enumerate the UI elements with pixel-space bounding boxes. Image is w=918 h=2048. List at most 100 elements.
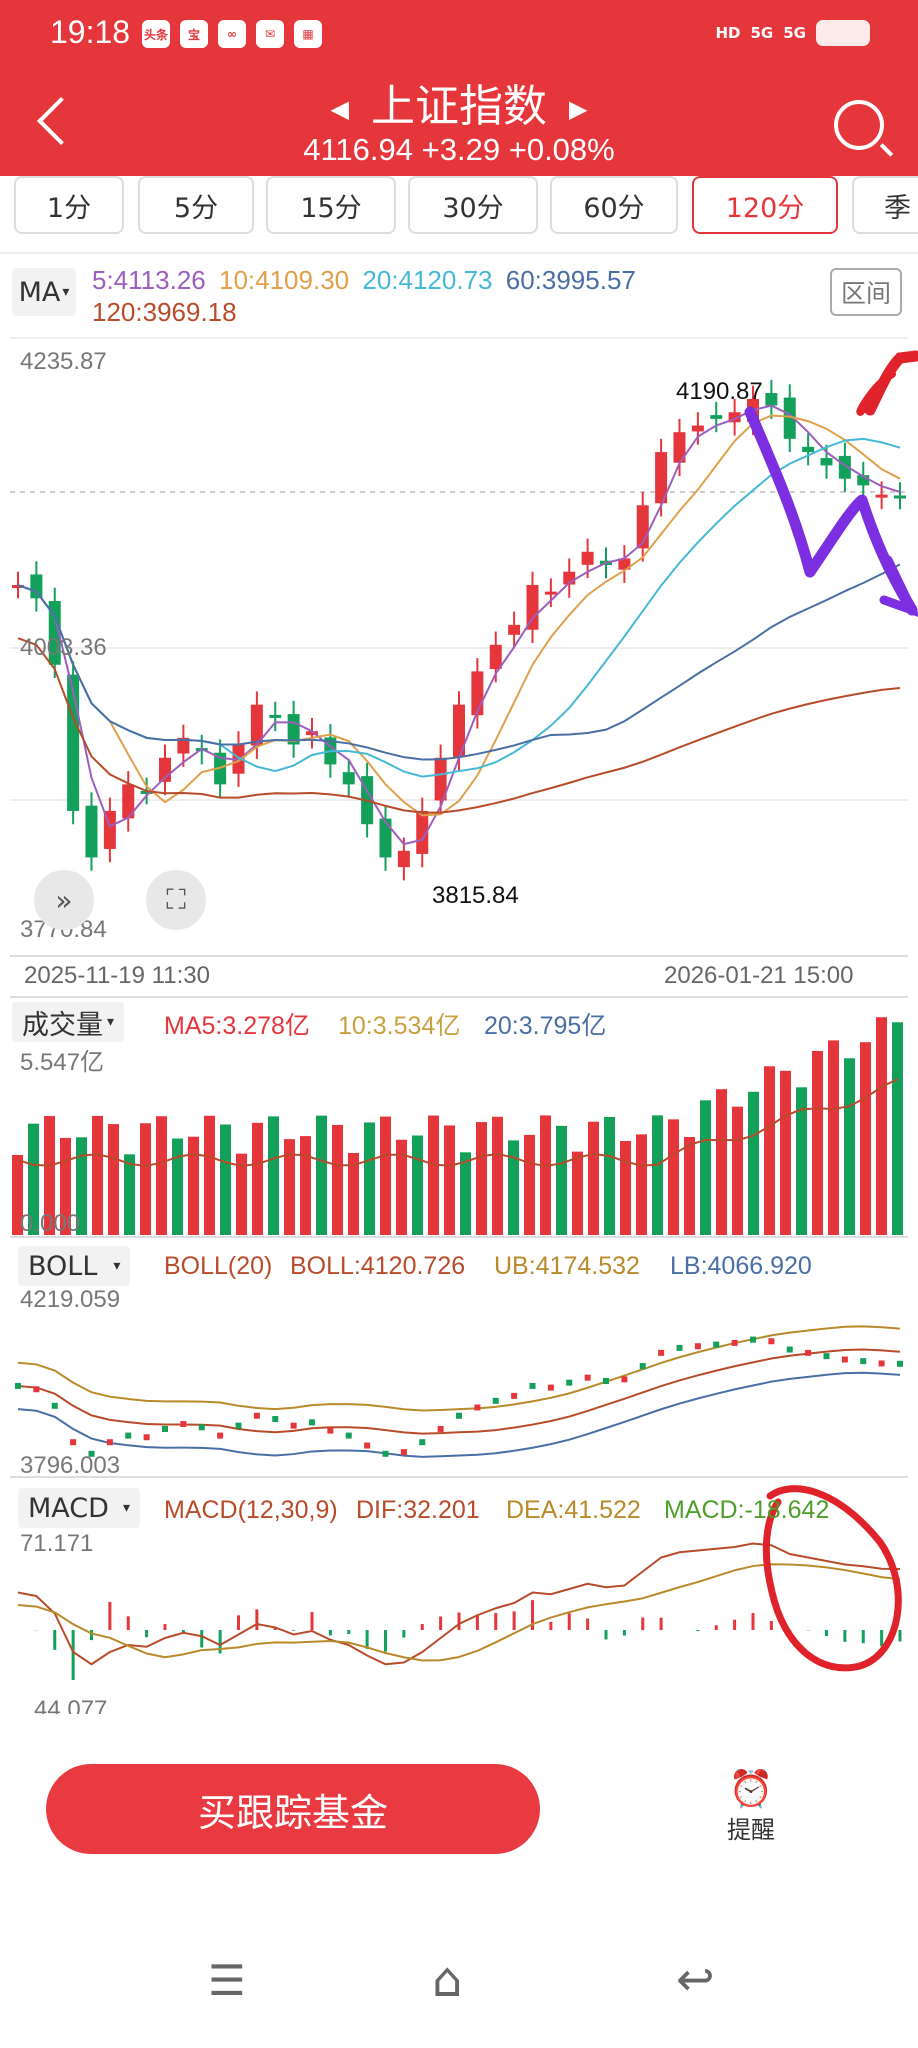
macd-selector-label: MACD [28, 1492, 109, 1524]
tab-30min[interactable]: 30分 [408, 176, 538, 234]
vol-zero: 0.000 [20, 1210, 81, 1237]
volume-bar [300, 1136, 311, 1235]
volume-bar [460, 1152, 471, 1235]
macd-value: MACD:-18.642 [664, 1496, 830, 1524]
kline-chart-area[interactable] [0, 330, 918, 1690]
boll-candle [621, 1376, 628, 1383]
volume-bar [236, 1153, 247, 1235]
remind-label: 提醒 [727, 1816, 775, 1844]
tab-15min[interactable]: 15分 [266, 176, 396, 234]
remind-button[interactable]: ⏰ 提醒 [716, 1770, 786, 1845]
candle-body [416, 810, 429, 854]
candle-body [875, 494, 888, 498]
candle-body [453, 704, 465, 758]
volume-bar [188, 1136, 199, 1235]
boll-candle [143, 1434, 150, 1441]
price-change: +3.29 [421, 132, 501, 167]
boll-candle [694, 1343, 701, 1350]
boll-ub: UB:4174.532 [494, 1252, 640, 1280]
candle-body [526, 585, 539, 630]
back-nav-icon[interactable]: ↩ [676, 1952, 715, 2006]
volume-bar [604, 1116, 615, 1235]
boll-candle [15, 1382, 21, 1389]
volume-bar [364, 1122, 375, 1235]
home-icon[interactable]: ⌂ [432, 1952, 463, 2008]
boll-lb-line [17, 1371, 901, 1458]
volume-bar [668, 1119, 679, 1235]
tab-60min[interactable]: 60分 [550, 176, 678, 234]
price-row: 4116.94 +3.29 +0.08% [0, 132, 918, 168]
volume-bar [732, 1106, 743, 1235]
volume-bar [284, 1139, 295, 1235]
volume-bar [332, 1124, 343, 1235]
range-button[interactable]: 区间 [830, 268, 902, 316]
candle-body [765, 393, 778, 406]
volume-bar [12, 1155, 23, 1235]
boll-candle [106, 1439, 113, 1446]
macd-selector[interactable]: MACD ▾ [18, 1488, 140, 1528]
candle-body [489, 644, 502, 670]
prev-index-button[interactable]: ◀ [330, 95, 349, 123]
volume-bar [316, 1115, 327, 1235]
candle-body [342, 772, 355, 785]
ma-selector[interactable]: MA ▾ [12, 268, 76, 316]
tab-5min[interactable]: 5分 [138, 176, 254, 234]
volume-bar [844, 1058, 855, 1235]
boll-candle [456, 1412, 462, 1419]
boll-selector[interactable]: BOLL ▾ [18, 1246, 131, 1286]
bell-icon: ⏰ [728, 1769, 774, 1810]
volume-bar [220, 1124, 231, 1235]
candle-body [508, 624, 521, 635]
next-index-button[interactable]: ▶ [569, 95, 588, 123]
boll-candle [437, 1425, 444, 1432]
boll-candle [253, 1412, 260, 1419]
boll-candle [768, 1338, 775, 1345]
volume-bar [412, 1135, 423, 1235]
bao-icon: 宝 [180, 20, 208, 48]
ma10-value: 10:4109.30 [218, 265, 350, 295]
volume-bar [76, 1137, 87, 1235]
tab-1min[interactable]: 1分 [14, 176, 124, 234]
boll-candle [70, 1439, 77, 1446]
volume-bars [12, 1017, 903, 1235]
buy-fund-button[interactable]: 买跟踪基金 [46, 1764, 540, 1854]
page-title: 上证指数 [371, 81, 547, 132]
tab-120min[interactable]: 120分 [692, 176, 838, 234]
boll-candle [125, 1432, 132, 1439]
macd-high: 71.171 [20, 1530, 94, 1557]
boll-candle [786, 1346, 793, 1353]
boll-candle [713, 1341, 720, 1348]
volume-bar [716, 1089, 727, 1235]
volume-bar [444, 1125, 455, 1235]
calendar-icon: ▦ [294, 20, 322, 48]
boll-candle [419, 1439, 426, 1446]
volume-bar [28, 1123, 39, 1235]
boll-candle [676, 1344, 683, 1351]
boll-name: BOLL(20) [164, 1252, 273, 1280]
battery-icon [816, 20, 870, 46]
volume-bar [396, 1139, 407, 1235]
candle-body [783, 397, 796, 439]
fullscreen-button[interactable]: ⛶ [146, 870, 206, 930]
boll-candle [860, 1358, 867, 1365]
volume-bar [876, 1017, 887, 1235]
volume-ma5-line [17, 1078, 899, 1168]
macd-dif-line [17, 1542, 901, 1666]
bottom-bar: 买跟踪基金 ⏰ 提醒 ☰ ⌂ ↩ [0, 1714, 918, 2048]
boll-candle [474, 1404, 481, 1411]
candle-body [544, 591, 557, 595]
candle-body [820, 458, 833, 466]
ma-values: 5:4113.26 10:4109.30 20:4120.73 60:3995.… [92, 264, 642, 328]
boll-candle [309, 1419, 315, 1426]
dropdown-icon: ▾ [107, 1014, 115, 1030]
volume-selector[interactable]: 成交量 ▾ [12, 1002, 125, 1042]
search-button[interactable] [834, 100, 884, 150]
link-icon: ∞ [218, 20, 246, 48]
menu-icon[interactable]: ☰ [208, 1956, 246, 2005]
candle-body [728, 412, 741, 423]
tab-quarter[interactable]: 季 [852, 176, 918, 234]
expand-button[interactable]: » [34, 870, 94, 930]
volume-bar [44, 1116, 55, 1235]
boll-candle [731, 1339, 738, 1346]
boll-high: 4219.059 [20, 1286, 121, 1313]
